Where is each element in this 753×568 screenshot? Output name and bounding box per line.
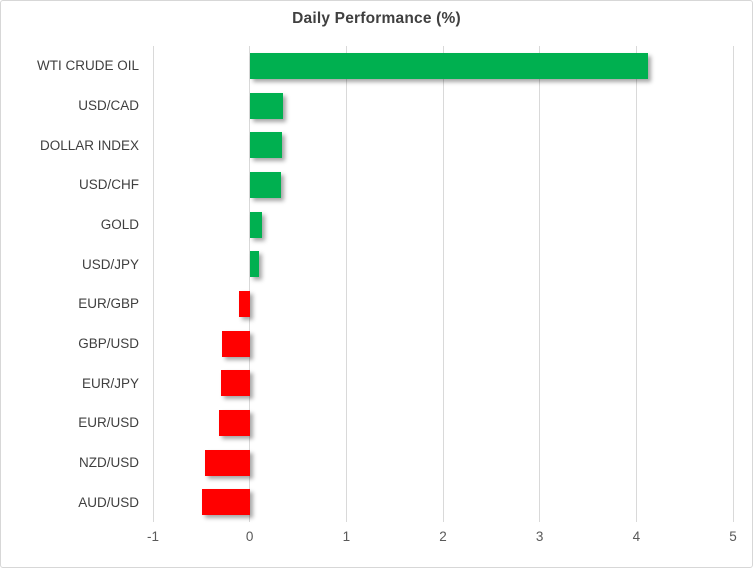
gridline <box>442 46 444 522</box>
bar <box>239 290 250 317</box>
x-tick-label: 3 <box>535 529 544 544</box>
category-label: EUR/GBP <box>78 296 139 312</box>
bar <box>220 370 250 397</box>
gridline <box>152 46 154 522</box>
bar <box>202 489 250 516</box>
category-label: DOLLAR INDEX <box>39 137 139 153</box>
category-labels: WTI CRUDE OIL USD/CAD DOLLAR INDEX USD/CHF G… <box>1 46 147 522</box>
category-label: USD/JPY <box>81 256 139 272</box>
bar <box>205 449 250 476</box>
plot-area <box>152 46 734 522</box>
category-label: NZD/USD <box>79 454 139 470</box>
bar <box>249 52 648 79</box>
bar <box>249 92 284 119</box>
category-label: GBP/USD <box>78 335 139 351</box>
bar <box>249 132 282 159</box>
x-tick-label: 1 <box>342 529 351 544</box>
gridline <box>345 46 347 522</box>
category-label: USD/CAD <box>78 97 139 113</box>
x-tick-label: 5 <box>729 529 737 544</box>
gridline <box>539 46 541 522</box>
gridline <box>635 46 637 522</box>
bar <box>221 330 250 357</box>
category-label: EUR/JPY <box>81 375 139 391</box>
gridline <box>249 46 251 522</box>
gridline <box>732 46 734 522</box>
bar <box>218 409 250 436</box>
x-tick-label: -1 <box>146 529 160 544</box>
x-tick-label: 4 <box>632 529 641 544</box>
category-label: USD/CHF <box>79 177 139 193</box>
chart-title: Daily Performance (%) <box>292 10 461 27</box>
x-axis: -1 0 1 2 3 4 5 <box>147 529 737 551</box>
bar <box>249 211 263 238</box>
category-label: WTI CRUDE OIL <box>36 58 139 74</box>
category-label: EUR/USD <box>78 415 139 431</box>
category-label: AUD/USD <box>78 494 139 510</box>
bar <box>249 251 260 278</box>
category-label: GOLD <box>100 216 139 232</box>
x-tick-label: 2 <box>439 529 447 544</box>
bar <box>249 171 281 198</box>
x-tick-label: 0 <box>245 529 254 544</box>
